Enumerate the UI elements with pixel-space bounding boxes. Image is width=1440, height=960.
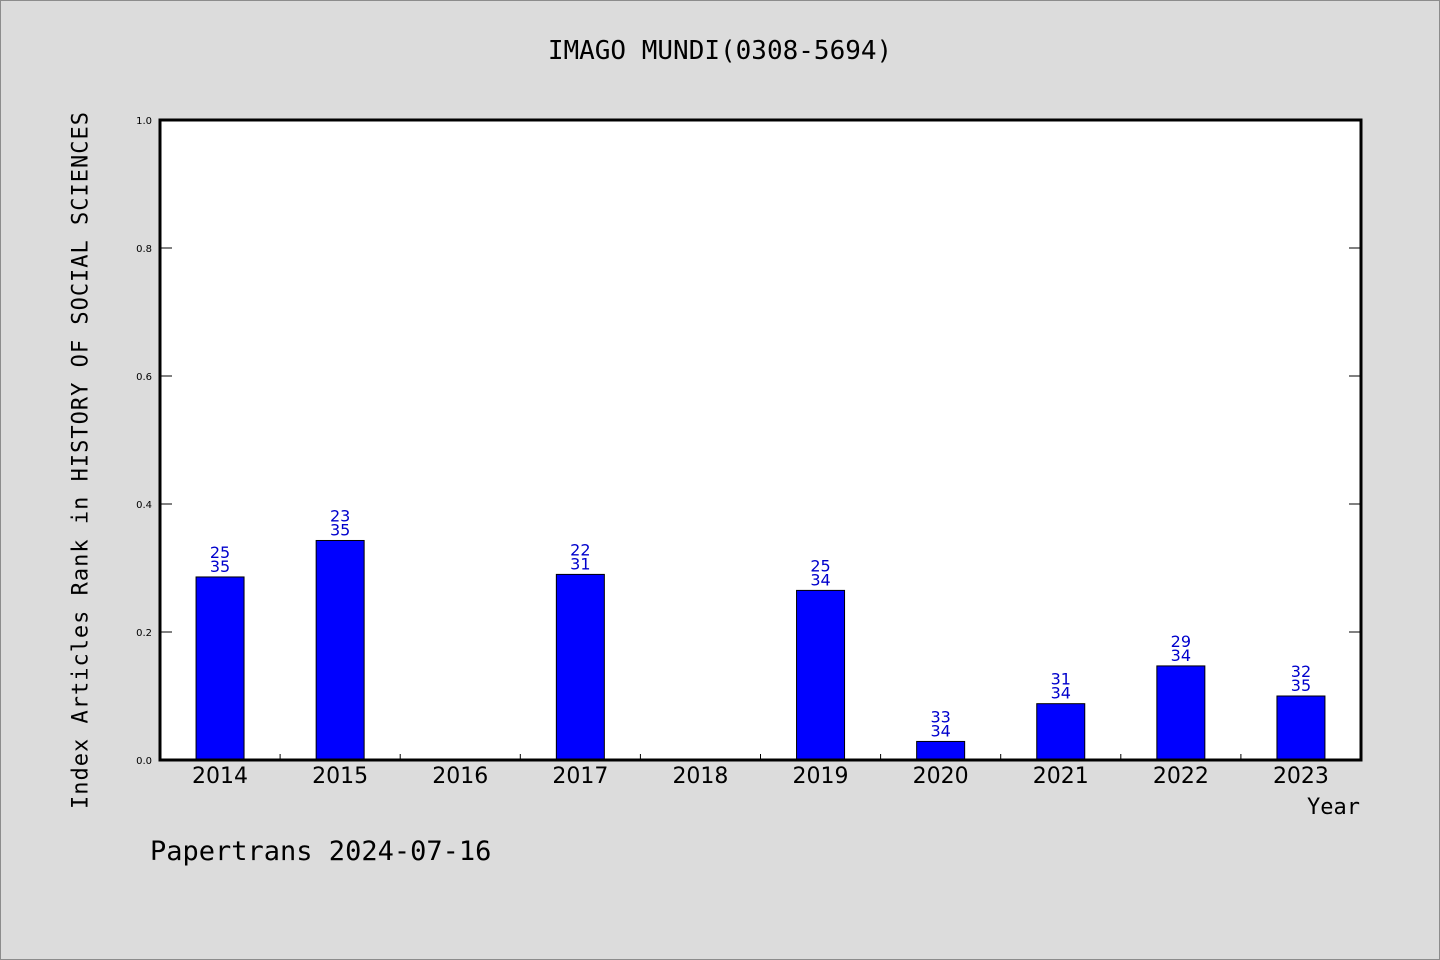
y-tick-label: 0.6 bbox=[136, 372, 152, 383]
bar-rank-label: 23 bbox=[330, 506, 350, 525]
bar bbox=[916, 740, 966, 761]
x-tick-label: 2020 bbox=[913, 764, 969, 789]
bar-total-label: 35 bbox=[330, 520, 350, 539]
plot-border bbox=[158, 118, 1363, 762]
bar bbox=[195, 576, 245, 761]
bar-rank-label: 29 bbox=[1171, 632, 1191, 651]
x-tick-label: 2017 bbox=[552, 764, 608, 789]
bar bbox=[1036, 703, 1086, 761]
x-tick-label: 2016 bbox=[432, 764, 488, 789]
x-tick-label: 2015 bbox=[312, 764, 368, 789]
bar-total-label: 35 bbox=[1291, 676, 1311, 695]
bar-total-label: 35 bbox=[210, 557, 230, 576]
y-tick-label: 0.2 bbox=[136, 628, 152, 639]
x-axis-label: Year bbox=[1307, 795, 1360, 820]
bar bbox=[315, 539, 365, 761]
y-tick-label: 1.0 bbox=[136, 116, 152, 127]
x-tick-label: 2023 bbox=[1273, 764, 1329, 789]
y-tick-label: 0.8 bbox=[136, 244, 152, 255]
x-tick-label: 2014 bbox=[192, 764, 248, 789]
footer-watermark: Papertrans 2024-07-16 bbox=[150, 836, 492, 867]
bar-total-label: 34 bbox=[1171, 646, 1191, 665]
bar-total-label: 31 bbox=[570, 554, 590, 573]
y-tick-label: 0.4 bbox=[136, 500, 152, 511]
bar-total-label: 34 bbox=[810, 570, 830, 589]
bar bbox=[796, 589, 846, 761]
bar-rank-label: 33 bbox=[930, 707, 950, 726]
bar-rank-label: 25 bbox=[810, 556, 830, 575]
bar-rank-label: 22 bbox=[570, 540, 590, 559]
x-tick-label: 2018 bbox=[672, 764, 728, 789]
x-tick-label: 2019 bbox=[793, 764, 849, 789]
bar bbox=[1276, 695, 1326, 761]
chart-title: IMAGO MUNDI(0308-5694) bbox=[547, 36, 893, 66]
bar-rank-label: 25 bbox=[210, 543, 230, 562]
bar-total-label: 34 bbox=[1051, 684, 1071, 703]
bar bbox=[555, 573, 605, 761]
bar bbox=[1156, 665, 1206, 761]
bar-total-label: 34 bbox=[930, 721, 950, 740]
x-tick-label: 2021 bbox=[1033, 764, 1089, 789]
x-tick-label: 2022 bbox=[1153, 764, 1209, 789]
bar-rank-label: 32 bbox=[1291, 662, 1311, 681]
bar-rank-label: 31 bbox=[1051, 670, 1071, 689]
y-tick-label: 0.0 bbox=[136, 756, 152, 767]
